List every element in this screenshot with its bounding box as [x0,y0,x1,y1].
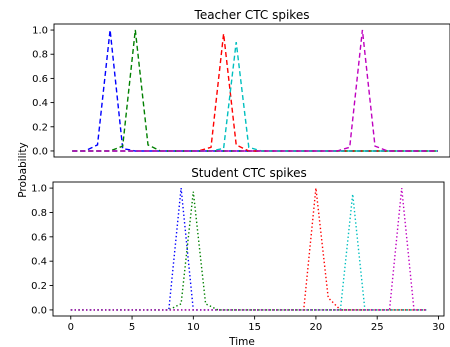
student-series-line-3 [70,188,427,311]
student-series-line-4 [70,194,427,311]
student-xtick-label: 25 [371,322,384,333]
teacher-plot-frame [53,23,450,158]
student-x-axis: 0 5 10 15 20 25 30 [68,316,445,333]
teacher-series-line-4 [72,42,438,152]
y-axis-label: Probability [17,142,29,198]
teacher-ytick-label: 0.8 [32,50,48,61]
teacher-y-axis: 0.0 0.2 0.4 0.6 0.8 1.0 [32,26,54,157]
x-axis-label: Time [228,336,255,347]
student-xtick-label: 5 [129,322,135,333]
student-xtick-label: 0 [68,322,74,333]
student-ytick-label: 1.0 [31,184,47,195]
teacher-panel: Teacher CTC spikes 0.0 0.2 0.4 0.6 0.8 1.0 [32,8,450,157]
student-series-group [70,188,427,311]
student-ytick-label: 0.2 [31,281,47,292]
student-xtick-label: 20 [310,322,323,333]
teacher-ytick-label: 0.2 [32,122,48,133]
teacher-ytick-label: 1.0 [32,26,48,37]
teacher-series-line-2 [72,29,438,152]
student-y-axis: 0.0 0.2 0.4 0.6 0.8 1.0 [31,184,53,316]
student-ytick-label: 0.0 [31,305,47,316]
student-series-line-2 [70,191,427,311]
student-ytick-label: 0.4 [31,257,47,268]
student-xtick-label: 30 [432,322,445,333]
teacher-series-group [72,29,438,152]
student-xtick-label: 15 [248,322,261,333]
teacher-ytick-label: 0.6 [32,74,48,85]
teacher-ytick-label: 0.0 [32,146,48,157]
teacher-series-line-5 [72,29,438,152]
student-ytick-label: 0.8 [31,208,47,219]
teacher-ytick-label: 0.4 [32,98,48,109]
student-panel-title: Student CTC spikes [191,166,307,180]
teacher-series-line-3 [72,33,438,152]
teacher-series-line-1 [72,29,438,152]
teacher-panel-title: Teacher CTC spikes [194,8,310,22]
student-ytick-label: 0.6 [31,232,47,243]
student-series-line-5 [70,188,427,311]
student-xtick-label: 10 [187,322,200,333]
student-plot-frame [52,181,445,317]
student-panel: Student CTC spikes 0.0 0.2 0.4 0.6 0.8 1.0 0 5… [31,166,445,347]
student-series-line-1 [70,188,427,311]
